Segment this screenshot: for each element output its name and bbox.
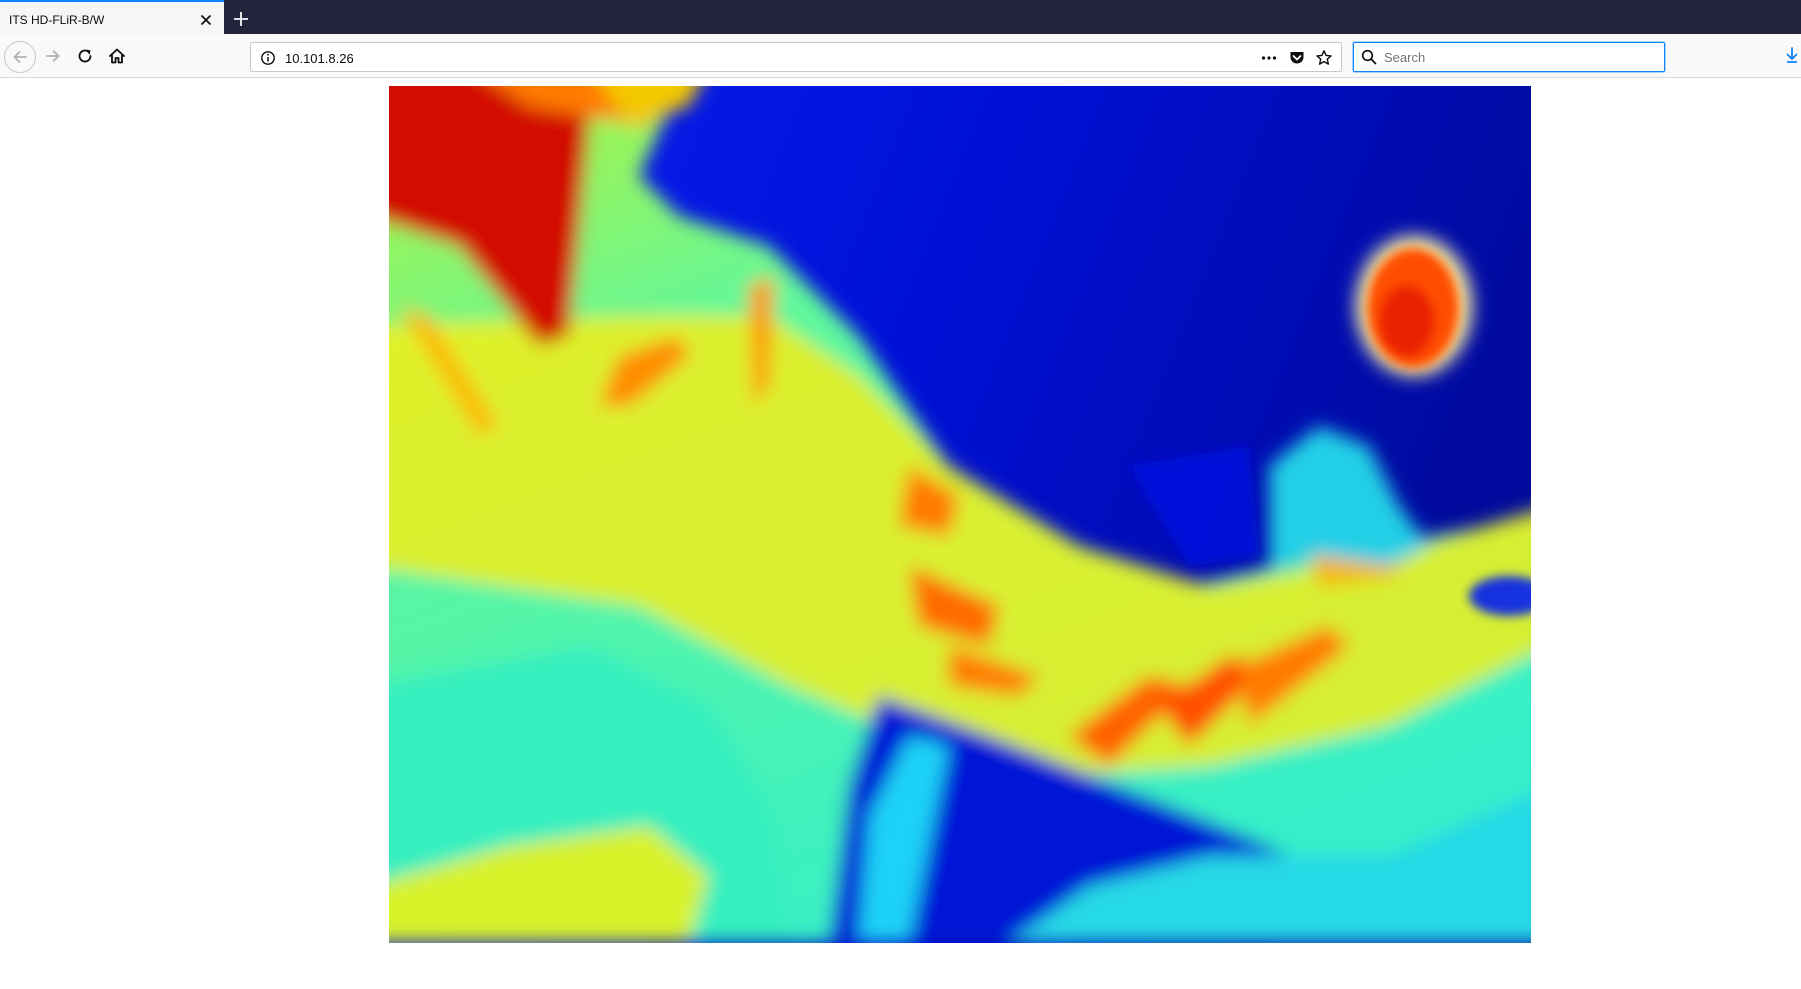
- search-icon[interactable]: [1360, 48, 1378, 66]
- search-input[interactable]: [1384, 47, 1654, 67]
- url-text[interactable]: 10.101.8.26: [285, 51, 354, 66]
- address-bar[interactable]: 10.101.8.26: [250, 42, 1342, 72]
- plus-icon[interactable]: [230, 8, 252, 30]
- search-bar[interactable]: [1353, 42, 1665, 72]
- tab-strip: ITS HD-FLiR-B/W: [0, 0, 1801, 34]
- reload-icon[interactable]: [71, 42, 99, 70]
- tab-active[interactable]: ITS HD-FLiR-B/W: [0, 0, 224, 34]
- download-icon[interactable]: [1786, 42, 1801, 70]
- star-icon[interactable]: [1315, 49, 1333, 67]
- more-icon[interactable]: [1260, 49, 1278, 67]
- close-icon[interactable]: [198, 12, 214, 28]
- back-arrow-icon[interactable]: [4, 41, 36, 73]
- info-icon[interactable]: [259, 49, 277, 67]
- pocket-icon[interactable]: [1288, 49, 1306, 67]
- forward-arrow-icon[interactable]: [39, 42, 67, 70]
- thermal-camera-image: [389, 86, 1531, 943]
- navigation-toolbar: 10.101.8.26: [0, 34, 1801, 78]
- page-content: [0, 79, 1801, 989]
- home-icon[interactable]: [103, 42, 131, 70]
- tab-title: ITS HD-FLiR-B/W: [9, 13, 104, 27]
